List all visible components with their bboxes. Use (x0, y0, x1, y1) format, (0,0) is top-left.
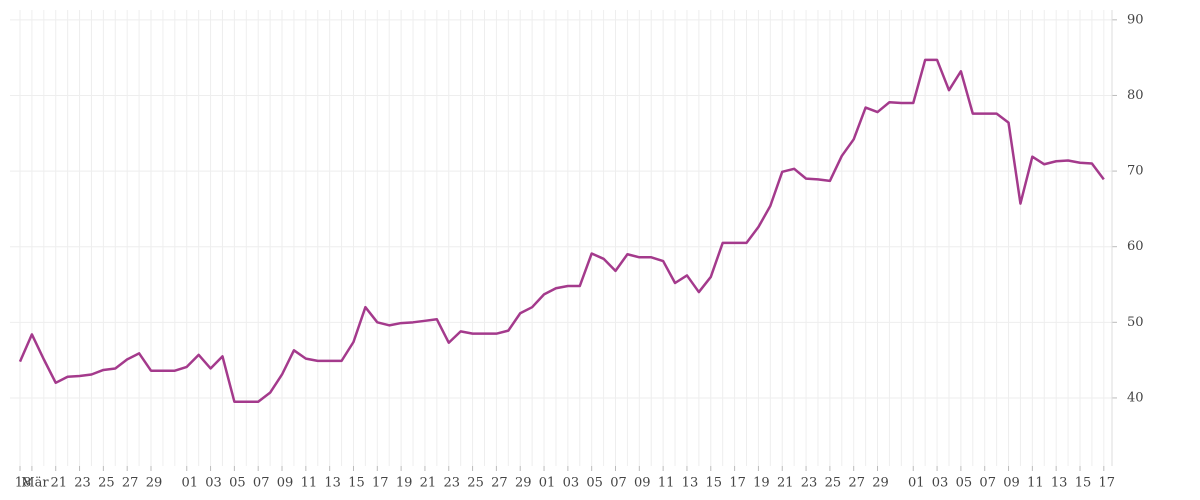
x-tick-label: 23 (801, 476, 818, 491)
x-tick-label: 05 (956, 476, 973, 491)
x-tick-label: 25 (825, 476, 842, 491)
x-tick-label: 03 (932, 476, 949, 491)
x-tick-label: 11 (301, 476, 318, 491)
x-tick-label: 09 (634, 476, 651, 491)
x-tick-label: 15 (348, 476, 365, 491)
x-tick-label: 13 (1051, 476, 1068, 491)
x-tick-label: 05 (586, 476, 603, 491)
x-tick-label: 23 (443, 476, 460, 491)
x-tick-label: 19 (753, 476, 770, 491)
x-tick-label: 19 (396, 476, 413, 491)
x-tick-label: 11 (658, 476, 675, 491)
x-tick-label: 15 (1075, 476, 1092, 491)
x-tick-label: 05 (229, 476, 246, 491)
x-tick-label: 25 (467, 476, 484, 491)
x-tick-label: 29 (146, 476, 163, 491)
x-tick-label: 21 (777, 476, 794, 491)
x-tick-label: 13 (682, 476, 699, 491)
x-tick-label: 27 (848, 476, 865, 491)
y-tick-label: 80 (1127, 88, 1144, 103)
x-tick-label: 17 (1099, 476, 1116, 491)
x-tick-label: 09 (1003, 476, 1020, 491)
x-tick-label: 07 (253, 476, 270, 491)
x-tick-label: 27 (122, 476, 139, 491)
x-tick-label: 01 (181, 476, 198, 491)
x-tick-label: 15 (706, 476, 723, 491)
x-tick-label: Mär (21, 476, 49, 491)
x-tick-label: 03 (205, 476, 222, 491)
x-tick-label: 17 (729, 476, 746, 491)
x-tick-label: 17 (372, 476, 389, 491)
y-tick-label: 40 (1127, 390, 1144, 405)
x-tick-label: 07 (979, 476, 996, 491)
x-tick-label: 18 (15, 476, 32, 491)
line-series (18, 58, 1105, 403)
x-tick-label: 13 (324, 476, 341, 491)
y-tick-label: 60 (1127, 239, 1144, 254)
x-tick-label: 27 (491, 476, 508, 491)
y-tick-label: 90 (1127, 12, 1144, 27)
x-tick-label: 25 (98, 476, 115, 491)
x-tick-label: 29 (872, 476, 889, 491)
y-tick-label: 70 (1127, 164, 1144, 179)
x-tick-label: 07 (610, 476, 627, 491)
x-tick-label: 21 (420, 476, 437, 491)
x-tick-label: 01 (539, 476, 556, 491)
x-tick-label: 01 (908, 476, 925, 491)
x-tick-label: 21 (50, 476, 67, 491)
x-tick-label: 09 (277, 476, 294, 491)
y-tick-label: 50 (1127, 315, 1144, 330)
x-tick-label: 29 (515, 476, 532, 491)
x-tick-label: 11 (1027, 476, 1044, 491)
x-tick-label: 23 (74, 476, 91, 491)
x-tick-label: 03 (563, 476, 580, 491)
